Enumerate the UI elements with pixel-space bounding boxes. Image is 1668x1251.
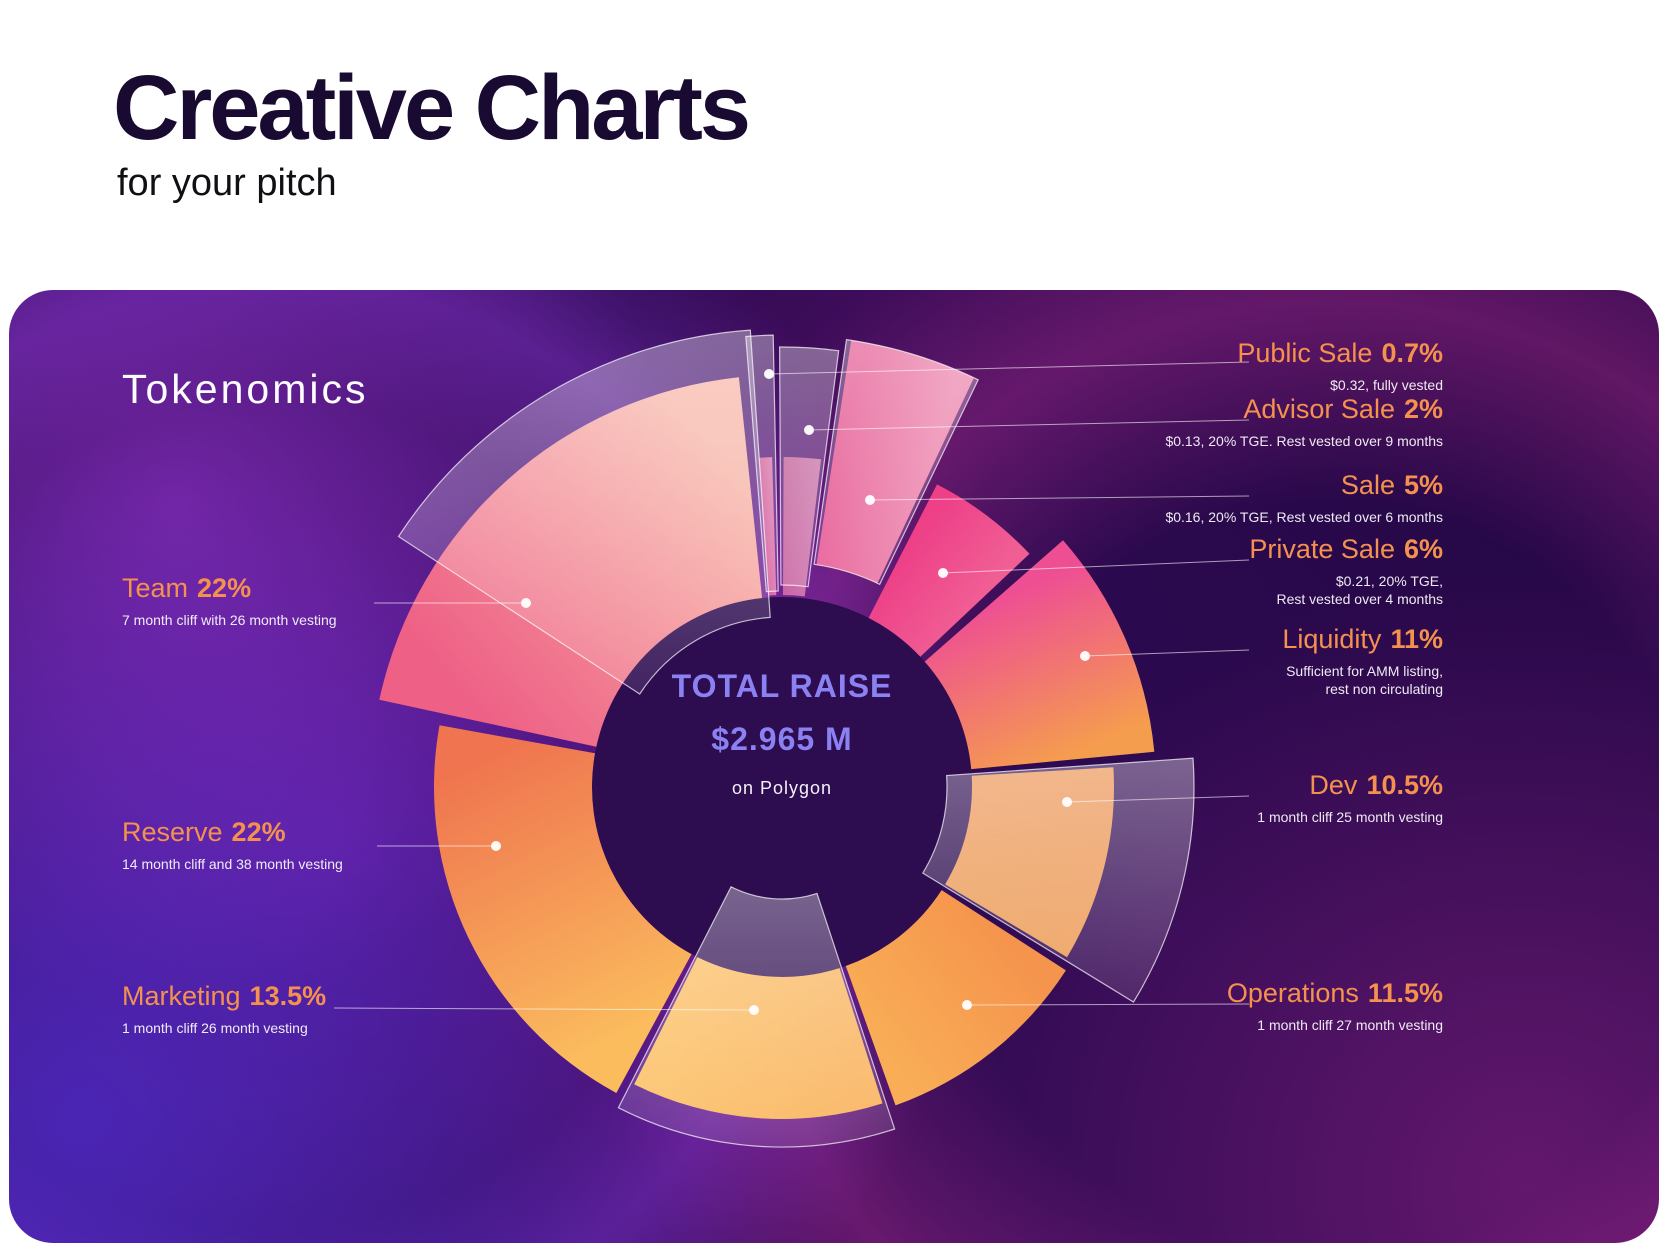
leader-line-public-sale: [768, 361, 1250, 375]
leader-line-private-sale: [942, 559, 1250, 574]
legend-dev: Dev 10.5% 1 month cliff 25 month vesting: [1257, 770, 1443, 826]
segment-private-sale: [868, 484, 1030, 657]
legend-advisor-sale: Advisor Sale 2% $0.13, 20% TGE. Rest vest…: [1165, 394, 1443, 450]
header: Creative Charts for your pitch: [113, 57, 751, 205]
legend-name: Public Sale: [1237, 338, 1373, 368]
leader-line-sale: [869, 495, 1250, 501]
legend-reserve: Reserve 22% 14 month cliff and 38 month v…: [122, 817, 343, 873]
leader-dot-marketing: [749, 1005, 759, 1015]
legend-name: Dev: [1309, 770, 1358, 800]
leader-dot-liquidity: [1080, 651, 1090, 661]
legend-liquidity: Liquidity 11% Sufficient for AMM listing,…: [1282, 624, 1443, 698]
legend-main: Private Sale 6%: [1249, 534, 1443, 565]
legend-name: Team: [122, 573, 189, 603]
segment-liquidity: [924, 540, 1155, 770]
glass-overlay-dev: [921, 757, 1195, 1003]
legend-public-sale: Public Sale 0.7% $0.32, fully vested: [1237, 338, 1443, 394]
leader-dot-team: [521, 598, 531, 608]
legend-pct: 13.5%: [249, 981, 327, 1011]
legend-pct: 11.5%: [1367, 978, 1443, 1008]
legend-note: 14 month cliff and 38 month vesting: [122, 856, 343, 872]
leader-line-dev: [1066, 795, 1250, 803]
legend-main: Public Sale 0.7%: [1237, 338, 1443, 369]
leader-dot-sale: [865, 495, 875, 505]
legend-name: Advisor Sale: [1243, 394, 1395, 424]
legend-pct: 22%: [197, 573, 252, 603]
page-title: Creative Charts: [113, 57, 751, 159]
leader-dot-dev: [1062, 797, 1072, 807]
legend-pct: 11%: [1390, 624, 1443, 654]
legend-pct: 0.7%: [1381, 338, 1443, 368]
leader-line-operations: [966, 1003, 1250, 1006]
tokenomics-card: Tokenomics TOTAL RAISE $2.965 M on Polyg…: [9, 290, 1659, 1243]
legend-main: Advisor Sale 2%: [1165, 394, 1443, 425]
page-subtitle: for your pitch: [117, 161, 337, 204]
leader-dot-reserve: [491, 841, 501, 851]
glass-overlay-sale: [813, 338, 980, 586]
legend-pct: 10.5%: [1366, 770, 1443, 800]
legend-name: Operations: [1226, 978, 1359, 1008]
legend-name: Liquidity: [1282, 624, 1382, 654]
total-raise-label: TOTAL RAISE: [671, 668, 893, 704]
legend-pct: 5%: [1403, 470, 1443, 500]
segment-operations: [845, 890, 1066, 1106]
legend-sale: Sale 5% $0.16, 20% TGE, Rest vested over …: [1165, 470, 1443, 526]
leader-dot-public-sale: [764, 369, 774, 379]
legend-main: Dev 10.5%: [1257, 770, 1443, 801]
leader-dot-advisor-sale: [804, 425, 814, 435]
legend-main: Marketing 13.5%: [122, 981, 326, 1012]
leader-line-liquidity: [1084, 649, 1250, 657]
legend-team: Team 22% 7 month cliff with 26 month vest…: [122, 573, 337, 629]
legend-note: 1 month cliff 27 month vesting: [1257, 1017, 1443, 1033]
legend-name: Reserve: [122, 817, 223, 847]
glass-overlay-marketing: [617, 885, 896, 1148]
legend-main: Reserve 22%: [122, 817, 343, 848]
legend-main: Liquidity 11%: [1282, 624, 1443, 655]
legend-note: $0.13, 20% TGE. Rest vested over 9 month…: [1165, 433, 1443, 449]
legend-note: 1 month cliff 25 month vesting: [1257, 809, 1443, 825]
legend-main: Operations 11.5%: [1227, 978, 1443, 1009]
leader-line-advisor-sale: [808, 419, 1250, 431]
legend-note: $0.32, fully vested: [1330, 377, 1443, 393]
legend-note: 1 month cliff 26 month vesting: [122, 1020, 308, 1036]
legend-private-sale: Private Sale 6% $0.21, 20% TGE, Rest vest…: [1249, 534, 1443, 608]
total-raise-value: $2.965 M: [711, 721, 853, 757]
glass-overlay-team: [397, 329, 771, 695]
legend-name: Sale: [1340, 470, 1395, 500]
leader-dot-private-sale: [938, 568, 948, 578]
legend-name: Marketing: [122, 981, 241, 1011]
legend-operations: Operations 11.5% 1 month cliff 27 month v…: [1227, 978, 1443, 1034]
donut-hole: [592, 597, 972, 977]
legend-marketing: Marketing 13.5% 1 month cliff 26 month ve…: [122, 981, 326, 1037]
chart-center-label: TOTAL RAISE $2.965 M on Polygon: [622, 668, 942, 799]
legend-note: 7 month cliff with 26 month vesting: [122, 612, 337, 628]
glass-overlay-advisor-sale: [778, 346, 840, 588]
legend-main: Team 22%: [122, 573, 337, 604]
card-title: Tokenomics: [122, 366, 369, 412]
chain-label: on Polygon: [731, 778, 833, 798]
tokenomics-donut-chart: [333, 329, 1250, 1148]
legend-pct: 6%: [1403, 534, 1443, 564]
legend-note: Sufficient for AMM listing, rest non cir…: [1286, 663, 1443, 698]
legend-note: $0.16, 20% TGE, Rest vested over 6 month…: [1165, 509, 1443, 525]
leader-dot-operations: [962, 1000, 972, 1010]
legend-main: Sale 5%: [1165, 470, 1443, 501]
leader-line-marketing: [333, 1007, 755, 1011]
legend-pct: 2%: [1403, 394, 1443, 424]
legend-pct: 22%: [231, 817, 286, 847]
legend-name: Private Sale: [1249, 534, 1395, 564]
segment-reserve: [433, 725, 692, 1093]
legend-note: $0.21, 20% TGE, Rest vested over 4 month…: [1276, 573, 1443, 608]
